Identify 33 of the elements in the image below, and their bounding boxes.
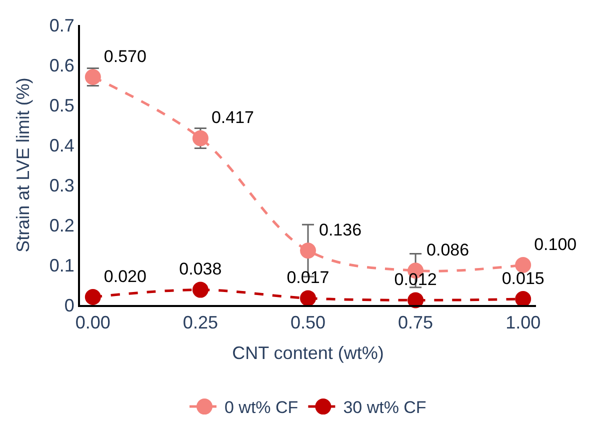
y-tick-label: 0.7	[49, 15, 74, 36]
data-label: 0.570	[104, 46, 146, 66]
x-tick-label: 0.50	[290, 312, 326, 333]
data-label: 0.417	[211, 108, 254, 127]
y-tick-label: 0.3	[49, 175, 74, 196]
data-label: 0.100	[534, 234, 577, 254]
data-label: 0.086	[426, 240, 470, 260]
y-tick-label: 0	[64, 295, 74, 316]
data-label: 0.038	[179, 260, 222, 279]
y-tick-label: 0.2	[49, 215, 74, 236]
point	[300, 290, 316, 306]
y-tick-label: 0.6	[49, 55, 74, 76]
point	[84, 289, 101, 305]
point	[300, 242, 316, 259]
y-tick-label: 0.1	[49, 255, 74, 276]
point	[515, 291, 532, 307]
data-label: 0.017	[286, 268, 330, 287]
x-axis-title: CNT content (wt%)	[232, 343, 384, 364]
point	[515, 257, 532, 273]
data-label: 0.136	[319, 220, 362, 240]
x-tick-label: 1.00	[506, 312, 541, 333]
legend-label: 30 wt% CF	[343, 398, 426, 418]
data-label: 0.015	[502, 268, 544, 288]
data-label: 0.020	[104, 266, 146, 286]
legend-label: 0 wt% CF	[224, 398, 298, 418]
y-tick-label: 0.5	[49, 95, 74, 116]
x-tick-label: 0.00	[75, 312, 110, 333]
y-axis-title: Strain at LVE limit (%)	[13, 78, 34, 252]
data-label: 0.012	[394, 270, 437, 289]
x-tick-label: 0.75	[398, 312, 434, 333]
point	[192, 282, 208, 298]
x-tick-label: 0.25	[182, 312, 218, 333]
y-tick-label: 0.4	[49, 135, 74, 156]
